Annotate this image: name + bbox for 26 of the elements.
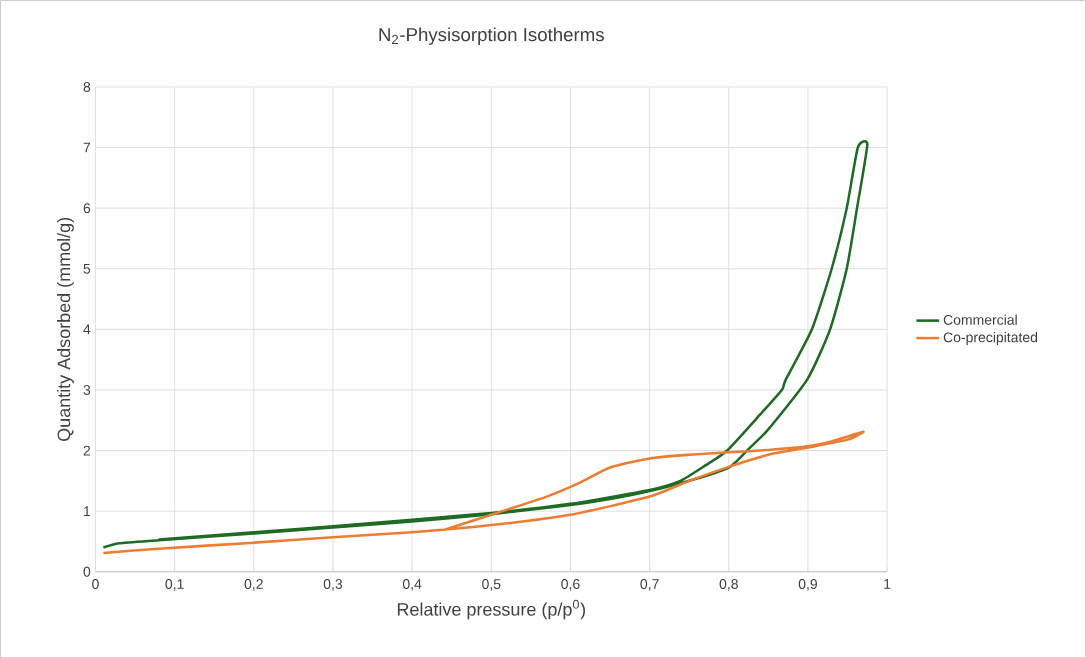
x-tick-label: 0,9 xyxy=(798,579,817,591)
y-tick-label: 7 xyxy=(83,142,91,153)
x-tick-label: 0,5 xyxy=(482,579,501,591)
y-tick-label: 5 xyxy=(83,263,91,274)
x-tick-label: 1 xyxy=(884,579,891,589)
y-tick-label: 8 xyxy=(83,81,91,92)
y-tick-label: 3 xyxy=(83,384,91,395)
y-tick-label: 2 xyxy=(83,445,91,456)
y-tick-label: 1 xyxy=(84,506,91,516)
x-tick-label: 0,4 xyxy=(402,579,422,591)
x-tick-label: 0,3 xyxy=(323,579,343,591)
y-axis-title: Quantity Adsorbed (mmol/g) xyxy=(57,217,74,441)
x-tick-label: 0,8 xyxy=(719,579,738,591)
x-tick-label: 0 xyxy=(92,579,99,589)
x-tick-label: 0,1 xyxy=(165,579,184,591)
y-tick-label: 4 xyxy=(83,324,91,335)
x-tick-label: 0,2 xyxy=(244,579,263,591)
chart-title: N$_{2}$-Physisorption Isotherms xyxy=(379,27,604,45)
x-tick-label: 0,6 xyxy=(561,579,580,591)
y-tick-label: 0 xyxy=(83,566,91,577)
line-series xyxy=(102,430,865,555)
legend-label: Co-precipitated xyxy=(943,331,1038,345)
x-tick-label: 0,7 xyxy=(640,579,659,591)
y-tick-label: 6 xyxy=(83,203,91,214)
legend-label: Commercial xyxy=(943,314,1017,325)
x-axis-title: Relative pressure (p/p$^{0}$) xyxy=(397,599,585,620)
